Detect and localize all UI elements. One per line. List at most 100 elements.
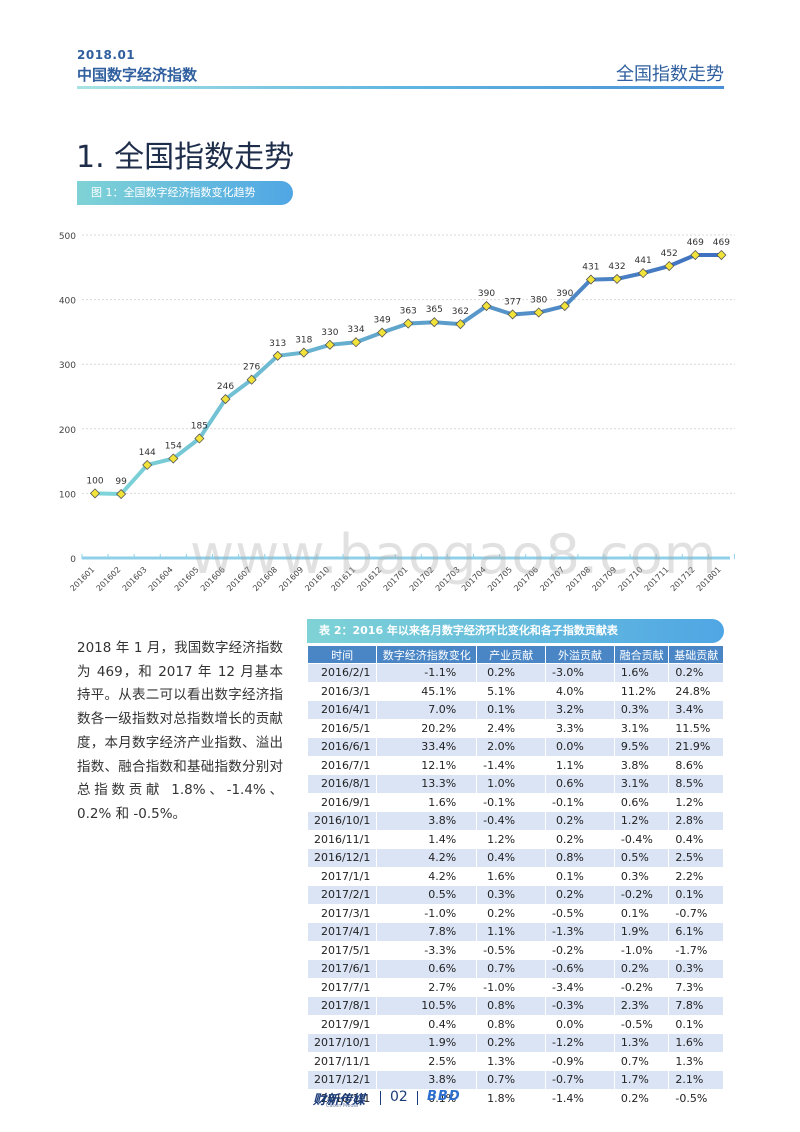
table-cell: -1.7% [668, 940, 724, 960]
table-row: 2016/6/1 33.4% 2.0% 0.0% 9.5% 21.9% [306, 737, 724, 757]
page-number: 02 [390, 1089, 408, 1105]
table-cell: -0.5% [613, 1014, 670, 1034]
table-cell: 8.6% [668, 755, 724, 775]
table-cell: -0.5% [668, 1088, 724, 1108]
table-cell: 2.8% [668, 811, 724, 831]
table-cell: -3.3% [376, 940, 478, 960]
table-cell: 0.4% [476, 848, 547, 868]
data-point [272, 350, 283, 361]
data-label: 313 [269, 339, 286, 349]
y-tick-label: 100 [59, 490, 76, 500]
table-cell: 3.3% [545, 718, 615, 738]
table-cell: -0.1% [476, 792, 547, 812]
table-row: 2017/3/1 -1.0% 0.2% -0.5% 0.1% -0.7% [306, 903, 724, 923]
table-row: 2017/9/1 0.4% 0.8% 0.0% -0.5% 0.1% [306, 1014, 724, 1034]
table-cell: 3.8% [376, 1070, 478, 1090]
table-cell: 0.6% [545, 774, 615, 794]
table-cell: 1.2% [476, 829, 547, 849]
data-point [690, 249, 701, 261]
table-cell: -1.3% [545, 922, 615, 942]
data-point [638, 268, 649, 279]
table-cell: 2016/6/1 [306, 737, 378, 757]
table-cell: -0.7% [545, 1070, 615, 1090]
data-point [533, 307, 544, 318]
table-cell: 0.8% [476, 996, 547, 1016]
table-cell: 2.4% [476, 718, 547, 738]
data-point [507, 309, 518, 320]
table-cell: 9.5% [613, 737, 670, 757]
table-cell: 7.8% [668, 996, 724, 1016]
table-cell: 2017/10/1 [306, 1033, 378, 1053]
table-cell: 0.0% [545, 737, 615, 757]
data-label: 469 [687, 238, 704, 248]
table-cell: 2.0% [476, 737, 547, 757]
table-cell: 2016/2/1 [306, 663, 378, 683]
table-cell: 1.1% [545, 755, 615, 775]
table-row: 2017/2/1 0.5% 0.3% 0.2% -0.2% 0.1% [306, 885, 724, 905]
table-cell: -0.2% [613, 977, 670, 997]
data-point [403, 318, 414, 329]
table-cell: 2018/1/1 [306, 1088, 378, 1108]
data-point [89, 488, 101, 499]
table-cell: 1.9% [613, 922, 670, 942]
table-header-cell: 基础贡献 [668, 645, 724, 664]
data-point [142, 459, 153, 471]
table-cell: 2017/7/1 [306, 977, 378, 997]
table-cell: 2017/11/1 [306, 1051, 378, 1071]
table-cell: -0.3% [545, 996, 615, 1016]
x-tick-label: 201603 [121, 565, 149, 593]
table-cell: 1.6% [668, 1033, 724, 1053]
table-row: 2016/7/1 12.1% -1.4% 1.1% 3.8% 8.6% [306, 755, 724, 775]
x-tick-label: 201601 [68, 565, 96, 593]
table-cell: 1.9% [376, 1033, 478, 1053]
table-cell: 0.2% [545, 811, 615, 831]
data-label: 377 [504, 297, 521, 307]
table-cell: 2.5% [668, 848, 724, 868]
header-divider [77, 86, 724, 89]
data-label: 318 [295, 336, 312, 346]
table-cell: 3.4% [668, 700, 724, 720]
table-row: 2016/10/1 3.8% -0.4% 0.2% 1.2% 2.8% [306, 811, 724, 831]
data-point [168, 453, 179, 464]
table-cell: -0.9% [545, 1051, 615, 1071]
table-cell: -0.5% [476, 940, 547, 960]
data-label: 154 [165, 442, 182, 452]
table-cell: 7.0% [376, 700, 478, 720]
table-cell: 0.2% [476, 1033, 547, 1053]
table-cell: 0.6% [613, 792, 670, 812]
table-cell: 1.0% [476, 774, 547, 794]
table-cell: -0.4% [476, 811, 547, 831]
table-cell: 0.1% [476, 700, 547, 720]
table-cell: 0.3% [668, 959, 724, 979]
data-label: 432 [608, 262, 625, 272]
table-row: 2017/8/1 10.5% 0.8% -0.3% 2.3% 7.8% [306, 996, 724, 1016]
table-row: 2017/7/1 2.7% -1.0% -3.4% -0.2% 7.3% [306, 977, 724, 997]
footer-divider [380, 1091, 381, 1105]
table-row: 2017/1/1 4.2% 1.6% 0.1% 0.3% 2.2% [306, 866, 724, 886]
table-cell: 0.6% [376, 959, 478, 979]
data-label: 441 [635, 256, 652, 266]
table-cell: -0.1% [545, 792, 615, 812]
line-chart: 0 100 200 300 400 500 201601201602201603201604… [59, 232, 735, 593]
table-cell: 0.4% [376, 1014, 478, 1034]
table-cell: 1.6% [613, 663, 670, 683]
table-cell: 0.1% [545, 866, 615, 886]
table-cell: 0.8% [545, 848, 615, 868]
data-point [377, 327, 388, 338]
table-cell: 2.3% [613, 996, 670, 1016]
data-label: 431 [582, 263, 599, 273]
table-cell: 2016/11/1 [306, 829, 378, 849]
table-row: 2016/4/1 7.0% 0.1% 3.2% 0.3% 3.4% [306, 700, 724, 720]
table-cell: 33.4% [376, 737, 478, 757]
table-row: 2016/5/1 20.2% 2.4% 3.3% 3.1% 11.5% [306, 718, 724, 738]
x-tick-label: 201602 [95, 565, 123, 593]
figure-caption: 图 1：全国数字经济指数变化趋势 [77, 181, 293, 205]
bbd-logo: BBD [427, 1089, 461, 1104]
table-cell: -1.4% [545, 1088, 615, 1108]
table-cell: 3.1% [613, 774, 670, 794]
table-row: 2017/12/1 3.8% 0.7% -0.7% 1.7% 2.1% [306, 1070, 724, 1090]
table-cell: 0.0% [545, 1014, 615, 1034]
table-cell: 8.5% [668, 774, 724, 794]
table-row: 2016/8/1 13.3% 1.0% 0.6% 3.1% 8.5% [306, 774, 724, 794]
table-row: 2017/11/1 2.5% 1.3% -0.9% 0.7% 1.3% [306, 1051, 724, 1071]
